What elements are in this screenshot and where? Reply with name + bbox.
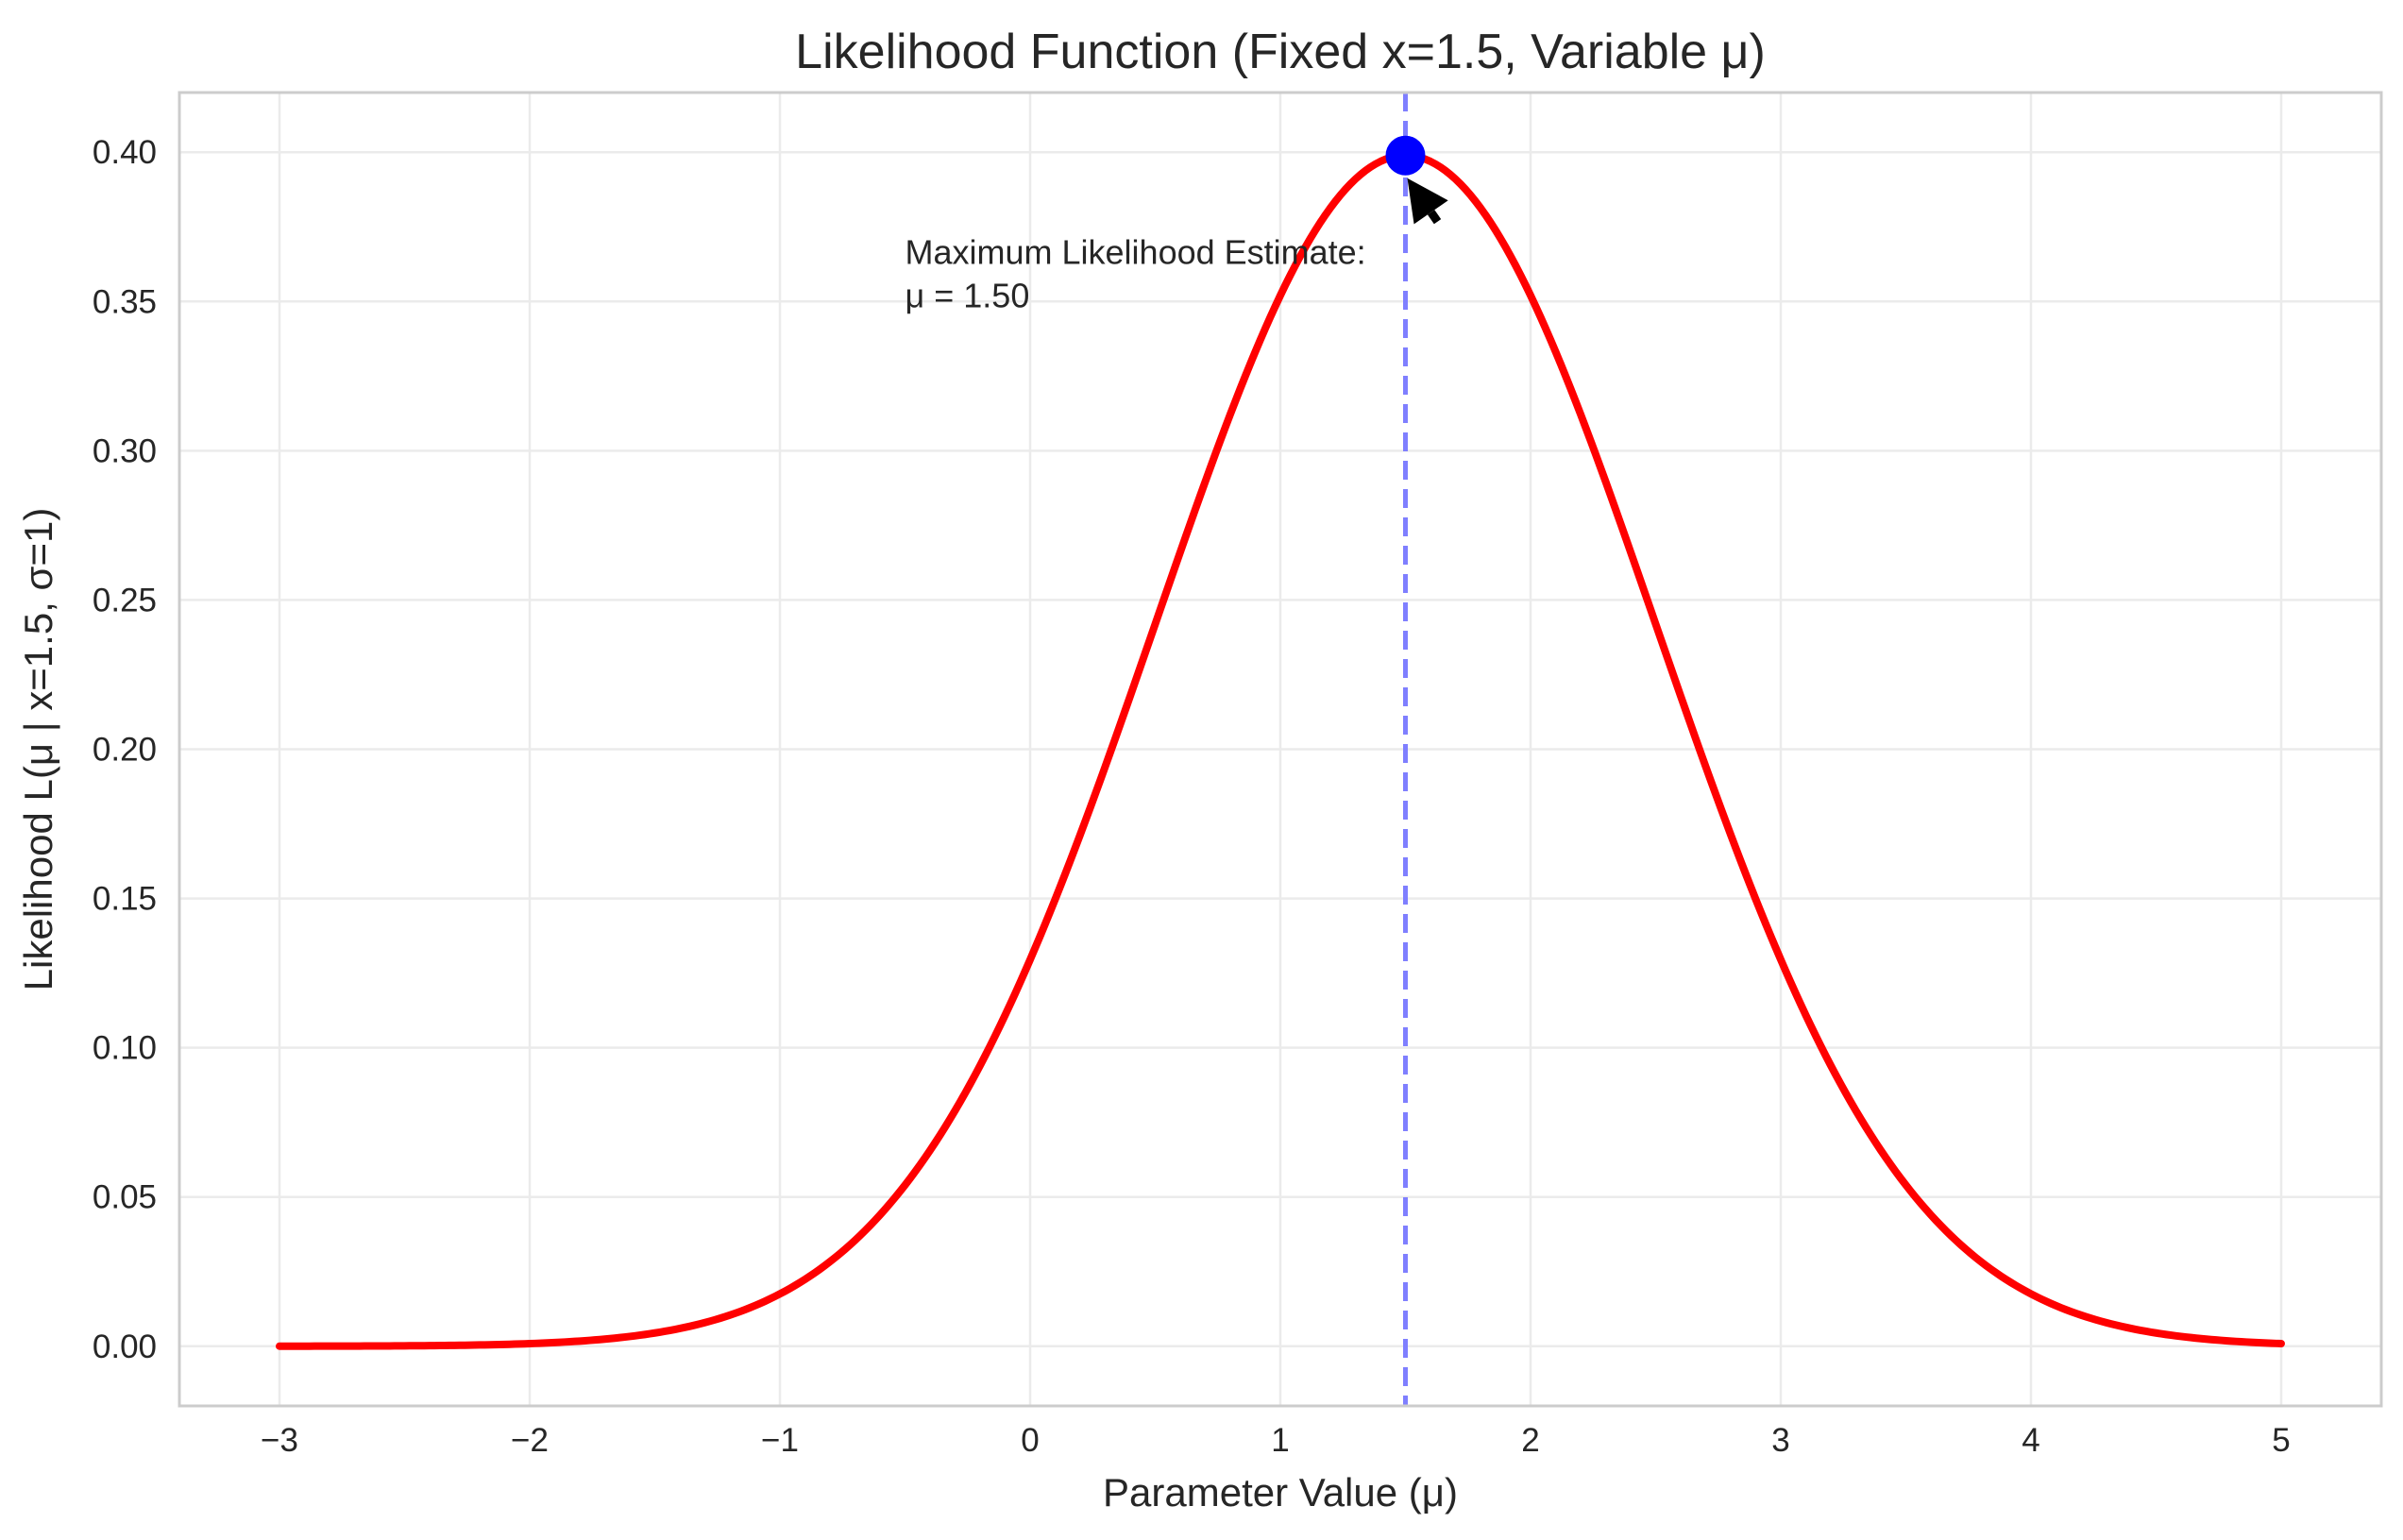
likelihood-curve [276,151,2285,1350]
tick-labels: −3 −2 −1 0 1 2 3 4 5 0.00 0.05 0.10 0.15 0.20 0.25 0.30… [93,134,2291,1459]
mle-point [1385,135,1426,176]
x-tick-label: 2 [1521,1422,1539,1459]
x-tick-label: −3 [261,1422,298,1459]
annotation-arrow-shaft [1427,210,1442,225]
chart-title: Likelihood Function (Fixed x=1.5, Variab… [795,25,1766,79]
x-tick-label: −1 [761,1422,799,1459]
annotation-arrow-head [1407,178,1448,225]
plot-area [276,93,2285,1406]
y-tick-label: 0.10 [93,1030,157,1067]
y-tick-label: 0.25 [93,582,157,618]
plot-frame [178,91,2383,1408]
x-tick-label: 5 [2272,1422,2290,1459]
annotation-line-2: μ = 1.50 [905,276,1030,314]
y-tick-label: 0.40 [93,134,157,171]
y-tick-label: 0.15 [93,881,157,918]
y-tick-label: 0.05 [93,1179,157,1216]
y-tick-label: 0.35 [93,283,157,320]
y-tick-label: 0.00 [93,1328,157,1365]
x-tick-label: 3 [1771,1422,1789,1459]
y-tick-label: 0.20 [93,732,157,769]
mle-annotation: Maximum Likelihood Estimate: μ = 1.50 [905,178,1448,314]
y-axis-title: Likelihood L(μ | x=1.5, σ=1) [16,508,60,991]
y-tick-label: 0.30 [93,432,157,469]
annotation-line-1: Maximum Likelihood Estimate: [905,232,1366,271]
x-tick-label: −2 [511,1422,549,1459]
x-tick-label: 1 [1271,1422,1289,1459]
x-axis-title: Parameter Value (μ) [1103,1470,1458,1515]
x-tick-label: 4 [2022,1422,2039,1459]
x-tick-label: 0 [1021,1422,1039,1459]
